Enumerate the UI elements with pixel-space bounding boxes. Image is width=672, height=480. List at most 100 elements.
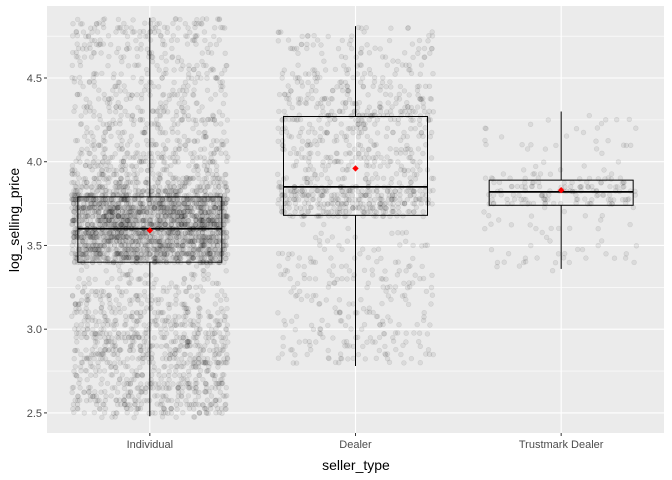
data-point — [93, 351, 99, 357]
data-point — [178, 221, 185, 228]
data-point — [85, 33, 92, 40]
data-point — [179, 117, 186, 123]
data-point — [429, 272, 435, 278]
data-point — [218, 150, 224, 157]
data-point — [76, 74, 83, 81]
data-point — [137, 355, 143, 361]
data-point — [541, 204, 548, 211]
data-point — [137, 108, 144, 114]
data-point — [319, 96, 325, 102]
data-point — [611, 255, 618, 261]
data-point — [280, 343, 286, 350]
data-point — [279, 351, 285, 357]
data-point — [74, 171, 81, 177]
data-point — [155, 205, 161, 212]
data-point — [193, 121, 199, 127]
data-point — [156, 242, 162, 249]
data-point — [285, 83, 291, 89]
data-point — [108, 234, 115, 240]
data-point — [102, 335, 108, 341]
data-point — [406, 62, 412, 68]
data-point — [217, 389, 224, 395]
data-point — [119, 130, 126, 136]
data-point — [112, 109, 119, 115]
data-point — [192, 37, 198, 43]
data-point — [224, 187, 231, 194]
data-point — [185, 200, 192, 207]
data-point — [100, 24, 107, 31]
data-point — [84, 356, 90, 362]
data-point — [217, 318, 224, 324]
data-point — [74, 401, 81, 408]
data-point — [164, 234, 170, 240]
data-point — [119, 138, 125, 144]
data-point — [108, 322, 115, 328]
data-point — [330, 335, 336, 341]
data-point — [129, 112, 136, 119]
data-point — [225, 251, 231, 258]
data-point — [326, 268, 332, 274]
data-point — [71, 259, 78, 266]
data-point — [70, 217, 76, 224]
data-point — [344, 276, 350, 282]
data-point — [170, 175, 176, 181]
data-point — [403, 238, 409, 245]
data-point — [80, 260, 87, 266]
data-point — [74, 16, 81, 23]
data-point — [173, 292, 179, 299]
data-point — [99, 243, 106, 249]
data-point — [215, 405, 221, 411]
data-point — [294, 280, 301, 287]
data-point — [284, 95, 290, 102]
data-point — [97, 200, 104, 206]
data-point — [166, 372, 172, 379]
data-point — [122, 88, 128, 94]
data-point — [420, 317, 427, 324]
data-point — [196, 410, 203, 416]
data-point — [179, 376, 185, 382]
data-point — [401, 360, 407, 366]
data-point — [193, 213, 200, 219]
data-point — [70, 197, 77, 203]
data-point — [109, 234, 115, 240]
data-point — [191, 414, 197, 420]
data-point — [106, 120, 113, 127]
data-point — [203, 62, 209, 69]
data-point — [488, 221, 494, 227]
data-point — [429, 129, 435, 136]
data-point — [167, 155, 173, 161]
data-point — [146, 326, 152, 332]
data-point — [313, 339, 319, 345]
data-point — [175, 25, 181, 31]
data-point — [184, 338, 191, 345]
data-point — [308, 322, 315, 328]
data-point — [383, 288, 389, 294]
data-point — [204, 368, 210, 375]
data-point — [289, 45, 295, 52]
data-point — [159, 355, 166, 362]
data-point — [186, 284, 193, 291]
data-point — [99, 197, 105, 203]
data-point — [156, 188, 162, 195]
data-point — [346, 268, 353, 274]
data-point — [202, 343, 208, 349]
data-point — [102, 397, 109, 404]
data-point — [95, 398, 101, 404]
data-point — [193, 162, 200, 169]
data-point — [288, 289, 294, 295]
data-point — [148, 272, 154, 278]
data-point — [118, 176, 124, 182]
data-point — [302, 338, 308, 344]
data-point — [211, 347, 217, 354]
data-point — [295, 263, 301, 269]
data-point — [210, 116, 216, 123]
data-point — [81, 54, 88, 60]
data-point — [176, 250, 182, 257]
data-point — [203, 167, 210, 173]
data-point — [417, 71, 423, 77]
data-point — [181, 275, 187, 282]
data-point — [99, 376, 105, 382]
data-point — [124, 356, 131, 362]
data-point — [174, 334, 180, 340]
data-point — [137, 347, 144, 353]
